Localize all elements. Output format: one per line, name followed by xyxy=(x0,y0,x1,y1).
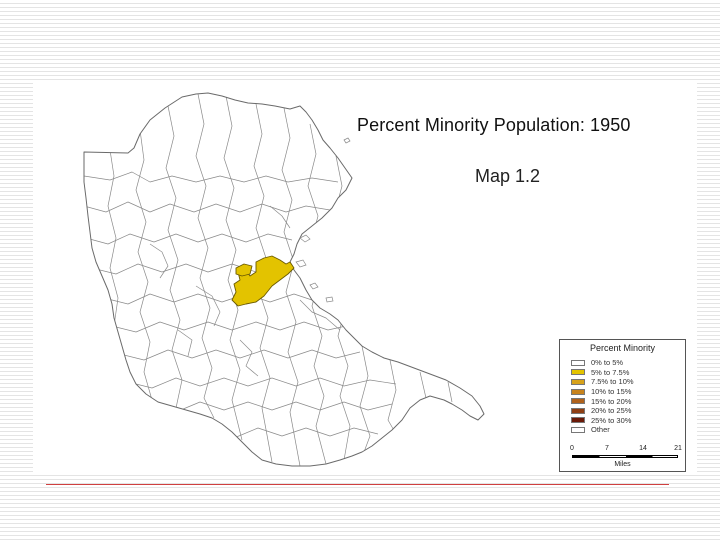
highlight-boston-area xyxy=(231,255,295,307)
legend-swatch xyxy=(571,388,585,395)
legend-swatch xyxy=(571,378,585,385)
legend-label: Other xyxy=(591,425,610,435)
legend-item: Other xyxy=(571,425,634,435)
legend-list: 0% to 5% 5% to 7.5% 7.5% to 10% 10% to 1… xyxy=(571,358,634,435)
scale-tick-label: 14 xyxy=(639,445,647,452)
scale-tick-label: 7 xyxy=(605,445,609,452)
region-outline xyxy=(83,92,485,467)
legend-item: 15% to 20% xyxy=(571,396,634,406)
scale-line xyxy=(572,455,678,458)
legend-label: 20% to 25% xyxy=(591,406,632,416)
legend-label: 5% to 7.5% xyxy=(591,367,630,377)
legend-item: 25% to 30% xyxy=(571,416,634,426)
legend: Percent Minority 0% to 5% 5% to 7.5% 7.5… xyxy=(559,339,686,472)
legend-label: 10% to 15% xyxy=(591,387,632,397)
map-title: Percent Minority Population: 1950 xyxy=(357,115,631,135)
legend-label: 15% to 20% xyxy=(591,396,632,406)
legend-title: Percent Minority xyxy=(589,343,656,353)
legend-swatch xyxy=(571,407,585,414)
legend-label: 25% to 30% xyxy=(591,415,632,425)
scale-tick-label: 0 xyxy=(570,445,574,452)
legend-swatch xyxy=(571,426,585,433)
legend-item: 5% to 7.5% xyxy=(571,368,634,378)
legend-label: 7.5% to 10% xyxy=(591,377,634,387)
footer-rule xyxy=(46,484,669,485)
legend-swatch xyxy=(571,417,585,424)
coastline-islands xyxy=(295,137,351,303)
legend-swatch xyxy=(571,398,585,405)
legend-item: 20% to 25% xyxy=(571,406,634,416)
legend-item: 10% to 15% xyxy=(571,387,634,397)
highlight-adjacent-town xyxy=(235,263,253,277)
legend-item: 0% to 5% xyxy=(571,358,634,368)
legend-swatch xyxy=(571,369,585,376)
legend-item: 7.5% to 10% xyxy=(571,377,634,387)
scale-tick-label: 21 xyxy=(674,445,682,452)
highlighted-towns xyxy=(231,255,295,307)
scale-bar: 0 7 14 21 Miles xyxy=(560,444,685,472)
legend-swatch xyxy=(571,359,585,366)
legend-label: 0% to 5% xyxy=(591,358,624,368)
map-subtitle: Map 1.2 xyxy=(475,166,541,186)
scale-unit: Miles xyxy=(614,461,631,468)
